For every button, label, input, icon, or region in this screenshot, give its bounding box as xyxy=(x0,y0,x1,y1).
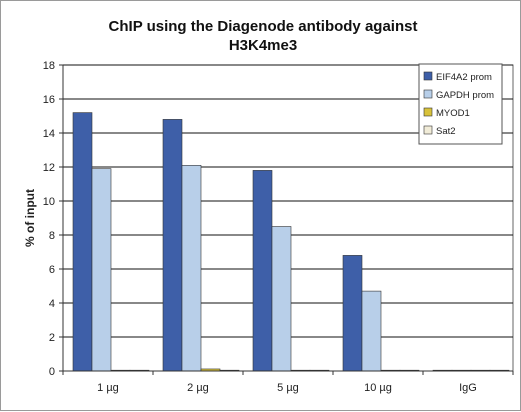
bar-eif4a2-prom-2 xyxy=(252,170,273,372)
legend: EIF4A2 prom GAPDH prom MYOD1 Sat2 xyxy=(418,63,503,145)
y-tick-label: 0 xyxy=(49,366,55,378)
y-tick-label: 12 xyxy=(43,162,55,174)
y-axis-title: % of input xyxy=(23,189,37,247)
y-tick-label: 2 xyxy=(49,332,55,344)
y-tick-label: 14 xyxy=(43,128,55,140)
x-tick-label: 1 µg xyxy=(97,382,119,394)
y-tick-label: 4 xyxy=(49,298,55,310)
legend-swatch xyxy=(423,125,433,135)
legend-label: GAPDH prom xyxy=(436,90,494,101)
x-tick-label: 5 µg xyxy=(277,382,299,394)
legend-swatch xyxy=(423,71,433,81)
legend-box xyxy=(418,63,503,145)
y-tick-label: 10 xyxy=(43,196,55,208)
chart-title-line-2: H3K4me3 xyxy=(229,37,297,54)
bar-gapdh-prom-0 xyxy=(91,168,112,372)
y-tick-label: 16 xyxy=(43,94,55,106)
y-tick-label: 6 xyxy=(49,264,55,276)
legend-swatch xyxy=(423,107,433,117)
bar-eif4a2-prom-0 xyxy=(72,112,93,372)
y-tick-label: 18 xyxy=(43,60,55,72)
x-tick-label: IgG xyxy=(459,382,477,394)
y-tick-label: 8 xyxy=(49,230,55,242)
bar-eif4a2-prom-3 xyxy=(342,255,363,372)
legend-label: MYOD1 xyxy=(436,108,470,119)
legend-label: EIF4A2 prom xyxy=(436,72,492,83)
x-tick-label: 2 µg xyxy=(187,382,209,394)
bar-eif4a2-prom-1 xyxy=(162,119,183,372)
x-tick-label: 10 µg xyxy=(364,382,392,394)
bar-gapdh-prom-3 xyxy=(361,290,382,372)
bar-gapdh-prom-2 xyxy=(271,226,292,372)
bar-gapdh-prom-1 xyxy=(181,165,202,372)
chart-title-line-1: ChIP using the Diagenode antibody agains… xyxy=(109,18,418,35)
legend-swatch xyxy=(423,89,433,99)
legend-label: Sat2 xyxy=(436,126,456,137)
